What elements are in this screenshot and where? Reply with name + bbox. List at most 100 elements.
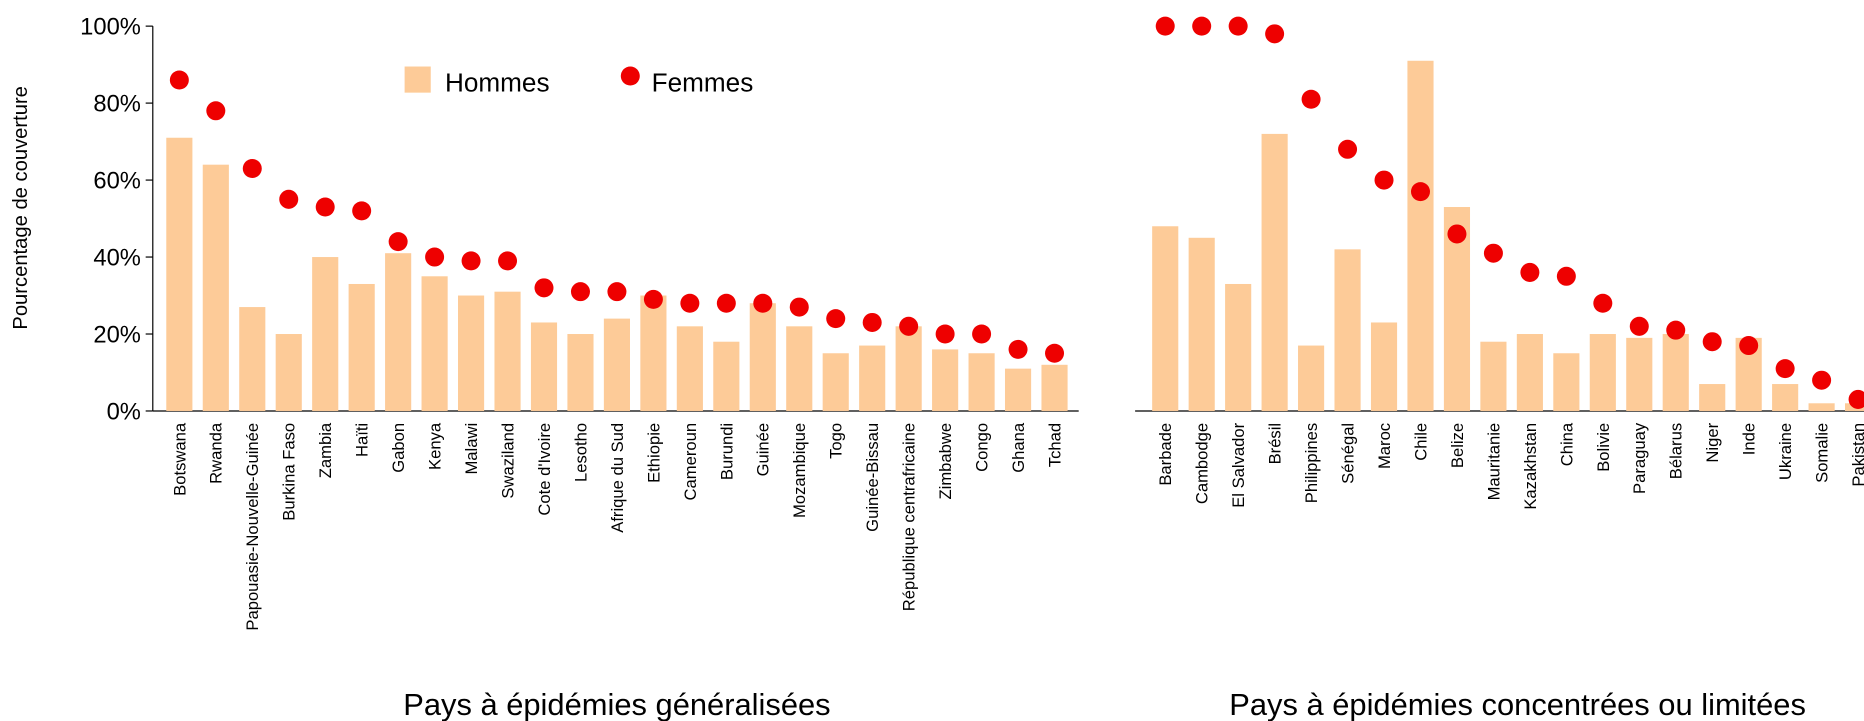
x-tick-label: Ukraine	[1776, 423, 1795, 480]
dot	[1045, 343, 1065, 363]
dot	[1775, 359, 1795, 379]
dot	[1666, 320, 1686, 340]
dot	[1556, 266, 1576, 286]
x-tick-label: Chile	[1411, 423, 1430, 461]
dot	[1155, 16, 1175, 36]
bar	[859, 345, 886, 411]
dot	[1593, 293, 1613, 313]
dot	[862, 312, 882, 332]
dot	[1374, 170, 1394, 190]
dot	[570, 282, 590, 302]
x-tick-label: Barbade	[1156, 423, 1175, 486]
dot	[279, 189, 299, 209]
x-tick-label: Haïti	[353, 423, 372, 457]
dot	[169, 70, 189, 90]
bar	[932, 349, 959, 411]
x-tick-label: Sénégal	[1338, 423, 1357, 484]
x-tick-label: Inde	[1740, 423, 1759, 455]
bar	[385, 253, 412, 411]
x-tick-label: Tchad	[1045, 423, 1064, 467]
x-tick-label: Lesotho	[571, 423, 590, 482]
bar	[895, 326, 922, 411]
dot	[1301, 89, 1321, 109]
x-tick-label: Belize	[1448, 423, 1467, 468]
x-tick-label: Kenya	[426, 422, 445, 470]
dot	[935, 324, 955, 344]
bar	[166, 137, 193, 411]
bar	[1772, 384, 1799, 411]
dot	[1338, 139, 1358, 159]
bar	[603, 318, 630, 411]
x-tick-label: Afrique du Sud	[608, 423, 627, 533]
x-tick-label: Guinée-Bissau	[863, 423, 882, 532]
bar	[1152, 226, 1179, 411]
bar	[239, 307, 266, 411]
x-tick-label: Malawi	[462, 423, 481, 475]
x-tick-label: Botswana	[170, 422, 189, 496]
x-tick-label: Guinée	[754, 423, 773, 477]
x-tick-label: Paraguay	[1630, 422, 1649, 494]
dot	[1520, 262, 1540, 282]
bar	[421, 276, 448, 411]
x-tick-label: Philippines	[1302, 423, 1321, 503]
x-tick-label: Papouasie-Nouvelle-Guinée	[243, 423, 262, 631]
dot	[972, 324, 992, 344]
dot	[315, 197, 335, 217]
bar	[640, 295, 667, 411]
y-tick-label: 80%	[93, 90, 141, 117]
x-tick-label: El Salvador	[1229, 422, 1248, 507]
y-tick-label: 100%	[80, 13, 141, 40]
bar	[312, 257, 339, 411]
x-tick-label: Rwanda	[207, 422, 226, 484]
bar	[494, 291, 521, 411]
dot	[789, 297, 809, 317]
dot	[1848, 389, 1864, 409]
x-tick-label: Burkina Faso	[280, 423, 299, 521]
dot	[826, 309, 846, 329]
x-tick-label: Mauritanie	[1484, 423, 1503, 501]
dot	[1702, 332, 1722, 352]
dot	[1629, 316, 1649, 336]
x-tick-label: Zambia	[316, 422, 335, 478]
dot	[1483, 243, 1503, 263]
dot	[1410, 182, 1430, 202]
dot	[753, 293, 773, 313]
dot	[899, 316, 919, 336]
bar	[1662, 334, 1689, 411]
dot	[1447, 224, 1467, 244]
group-label: Pays à épidémies généralisées	[403, 687, 830, 721]
dot	[1192, 16, 1212, 36]
x-tick-label: Congo	[973, 423, 992, 472]
bar	[1225, 283, 1252, 411]
legend-swatch	[404, 66, 431, 93]
x-tick-label: Gabon	[389, 423, 408, 473]
bar	[1553, 353, 1580, 411]
x-tick-label: Ethiopie	[644, 423, 663, 483]
bar	[1480, 341, 1507, 411]
x-tick-label: Bolivie	[1594, 423, 1613, 472]
x-tick-label: Brésil	[1266, 423, 1285, 465]
bar	[713, 341, 740, 411]
dot	[1812, 370, 1832, 390]
dot	[352, 201, 372, 221]
dot	[1228, 16, 1248, 36]
x-tick-label: Togo	[827, 423, 846, 459]
x-tick-label: Ghana	[1009, 422, 1028, 473]
legend-label: Femmes	[652, 67, 754, 97]
bar	[275, 334, 302, 411]
dot	[498, 251, 518, 271]
x-tick-label: Bélarus	[1667, 423, 1686, 479]
y-axis-label: Pourcentage de couverture	[10, 86, 32, 330]
bar	[676, 326, 703, 411]
x-tick-label: China	[1557, 422, 1576, 466]
y-tick-label: 20%	[93, 321, 141, 348]
x-tick-label: Cameroun	[681, 423, 700, 501]
x-tick-label: Mozambique	[790, 423, 809, 518]
y-tick-label: 0%	[107, 398, 141, 425]
bar	[567, 334, 594, 411]
x-tick-label: Maroc	[1375, 423, 1394, 469]
dot	[534, 278, 554, 298]
bar	[1334, 249, 1361, 411]
